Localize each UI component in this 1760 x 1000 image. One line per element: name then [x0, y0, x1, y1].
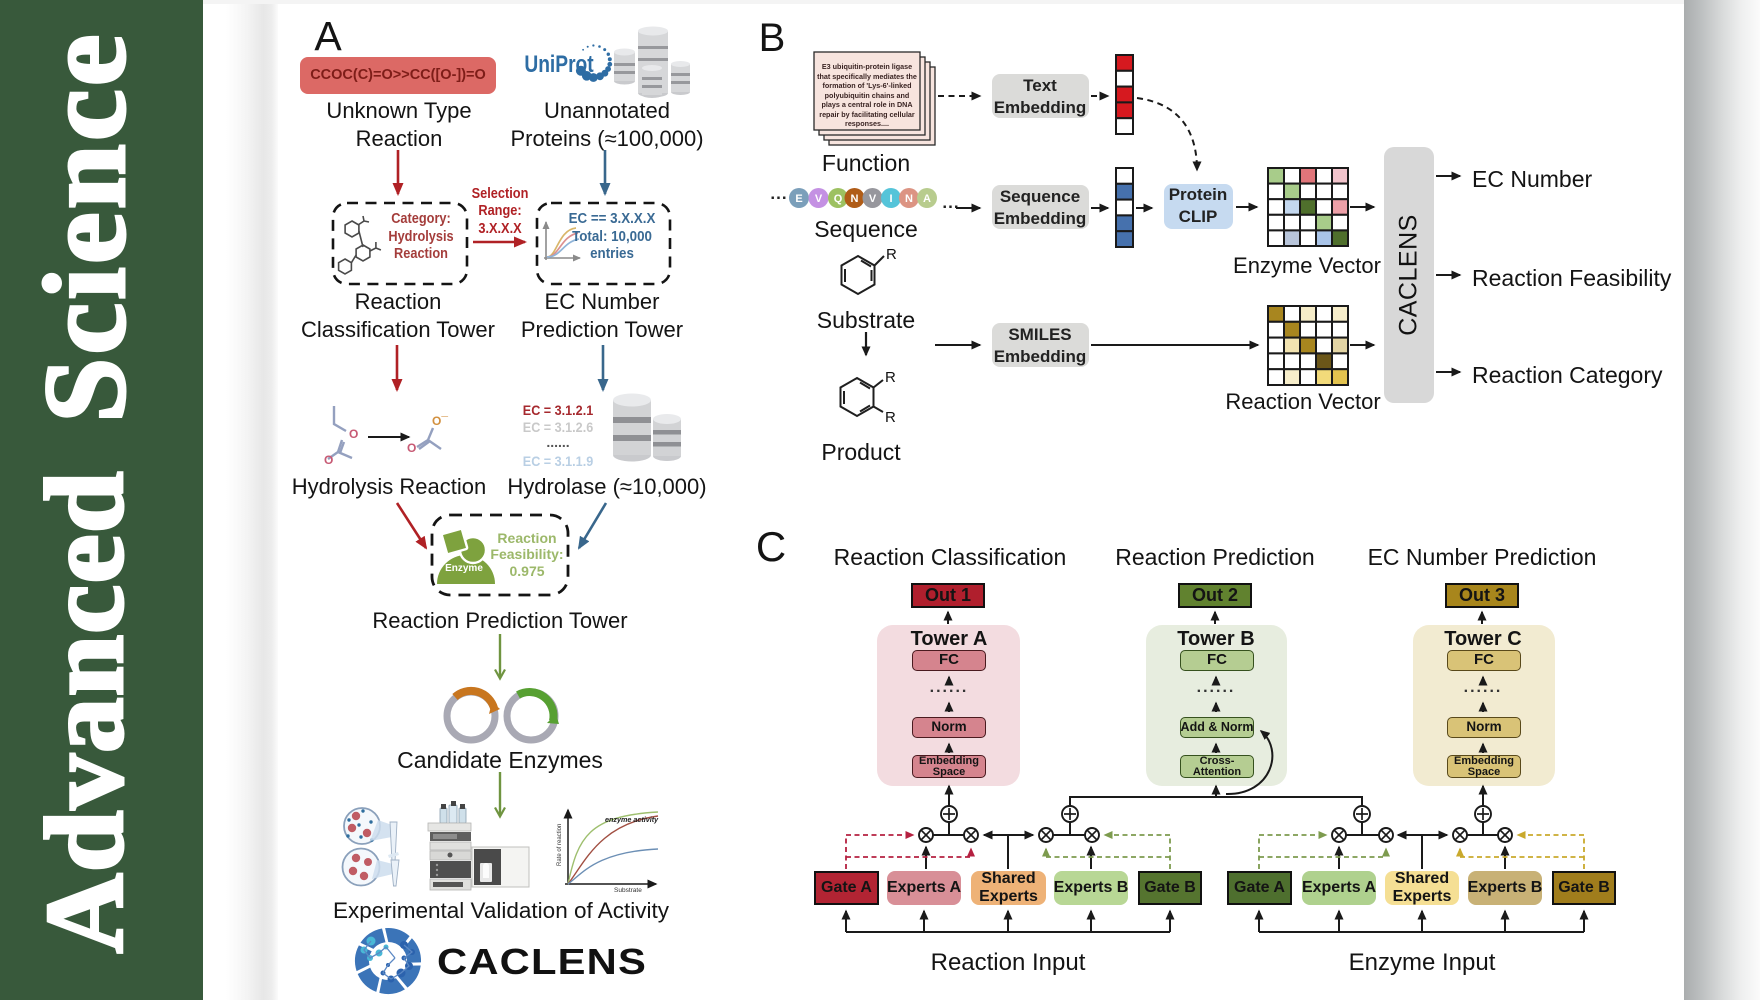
svg-text:O: O: [324, 453, 333, 467]
svg-text:N: N: [851, 193, 859, 205]
svg-text:Q: Q: [834, 193, 843, 205]
svg-text:enzyme activity: enzyme activity: [605, 815, 659, 824]
svg-text:R: R: [885, 409, 896, 426]
svg-text:I: I: [889, 193, 892, 205]
svg-text:R: R: [885, 369, 896, 386]
svg-text:Rate of reaction: Rate of reaction: [557, 824, 563, 866]
svg-text:A: A: [923, 193, 931, 205]
svg-text:O: O: [349, 427, 358, 441]
svg-text:V: V: [815, 193, 823, 205]
svg-text:V: V: [869, 193, 877, 205]
svg-text:N: N: [905, 193, 913, 205]
svg-text:R: R: [886, 246, 897, 263]
svg-text:E: E: [795, 193, 802, 205]
svg-text:Substrate: Substrate: [614, 887, 642, 894]
svg-text:Enzyme: Enzyme: [445, 563, 483, 574]
svg-text:O: O: [407, 441, 416, 455]
svg-text:O¯: O¯: [432, 414, 448, 428]
